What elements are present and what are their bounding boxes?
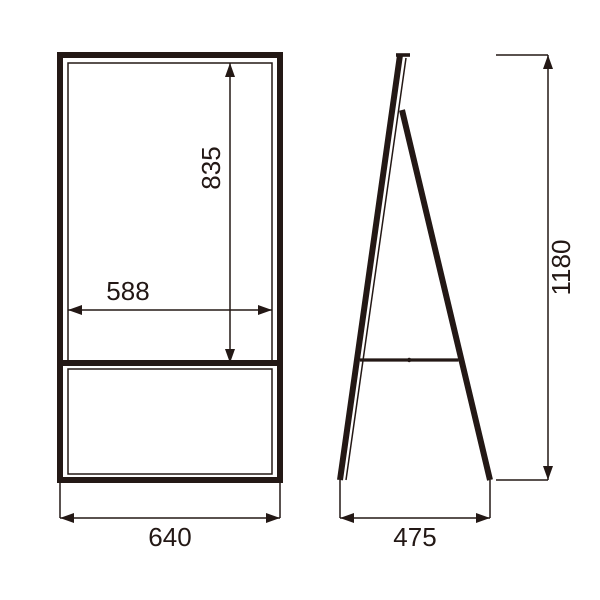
dim-label: 640 (148, 522, 191, 552)
front-panel (68, 63, 272, 363)
front-lower-panel (68, 369, 272, 474)
hinge-dot (407, 358, 411, 362)
dim-label: 1180 (546, 240, 576, 296)
dim-label: 588 (106, 276, 149, 306)
front-outer-frame (60, 55, 280, 480)
dim-label: 475 (393, 522, 436, 552)
dim-label: 835 (196, 146, 226, 189)
